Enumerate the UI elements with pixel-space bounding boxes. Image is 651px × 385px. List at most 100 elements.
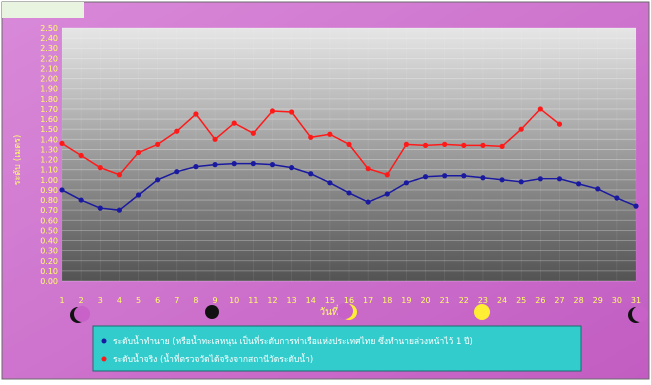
x-axis-ticks: 1 2 3 4 5 6 7 8 9 10 11 12 13 14 15 16 17 18 19 20 21 22 23 24 2… (59, 296, 641, 305)
data-point (614, 195, 620, 201)
y-tick-label: 1.50 (40, 125, 58, 134)
y-tick-label: 0.30 (40, 247, 58, 256)
x-tick-label: 9 (213, 296, 218, 305)
x-tick-label: 11 (248, 296, 258, 305)
data-point (461, 142, 467, 148)
data-point (518, 126, 524, 132)
waning-crescent-moon-icon (70, 306, 90, 323)
x-tick-label: 23 (478, 296, 488, 305)
legend-box (92, 325, 582, 372)
y-tick-label: 1.00 (40, 176, 58, 185)
x-tick-label: 16 (344, 296, 354, 305)
y-tick-label: 2.00 (40, 75, 58, 84)
data-point (212, 136, 218, 142)
y-axis-ticks: 0.000.100.200.300.40 0.500.600.700.800.90… (40, 24, 58, 286)
x-tick-label: 22 (459, 296, 469, 305)
x-tick-label: 7 (174, 296, 179, 305)
data-point (499, 177, 505, 183)
y-tick-label: 1.80 (40, 95, 58, 104)
data-point (135, 149, 142, 156)
legend-label-observed: ระดับน้ำจริง (น้ำที่ตรวจวัดได้จริงจากสถา… (113, 353, 313, 365)
data-point (576, 181, 582, 187)
x-tick-label: 29 (593, 296, 603, 305)
y-tick-label: 1.90 (40, 85, 58, 94)
data-point (403, 180, 409, 186)
data-point (59, 140, 65, 146)
series-predicted (59, 161, 639, 213)
legend-marker-predicted (101, 338, 107, 344)
data-point (537, 176, 543, 182)
y-tick-label: 2.10 (40, 64, 58, 73)
data-point (537, 106, 543, 112)
y-tick-label: 1.20 (40, 156, 58, 165)
x-tick-label: 1 (59, 296, 64, 305)
data-point (346, 141, 352, 147)
data-point (556, 176, 563, 182)
full-moon-icon (474, 304, 490, 320)
x-tick-label: 20 (420, 296, 430, 305)
data-point (97, 205, 103, 211)
plot-area (62, 28, 636, 281)
y-axis-label: ระดับ (เมตร) (13, 135, 23, 186)
x-axis-label: วันที่ (319, 304, 338, 318)
x-tick-label: 8 (193, 296, 198, 305)
x-tick-label: 6 (155, 296, 160, 305)
data-point (155, 141, 161, 147)
legend-item-predicted: ระดับน้ำทำนาย (หรือน้ำทะเลหนุน เป็นที่ระ… (101, 335, 473, 347)
y-tick-label: 2.40 (40, 34, 58, 43)
data-point (289, 165, 295, 171)
data-point (212, 162, 218, 168)
data-point (116, 172, 122, 178)
x-tick-label: 17 (363, 296, 373, 305)
x-tick-label: 10 (229, 296, 239, 305)
data-point (116, 207, 122, 213)
data-point (250, 130, 256, 136)
data-point (595, 186, 601, 192)
x-tick-label: 14 (306, 296, 316, 305)
y-tick-label: 0.50 (40, 226, 58, 235)
grid-lines (61, 27, 637, 282)
data-point (499, 143, 505, 150)
x-tick-label: 13 (287, 296, 297, 305)
x-tick-label: 24 (497, 296, 507, 305)
y-tick-label: 0.40 (40, 237, 58, 246)
first-quarter-moon-icon (337, 303, 357, 320)
data-point (135, 192, 142, 198)
data-point (384, 172, 390, 178)
data-point (442, 173, 448, 179)
y-tick-label: 1.70 (40, 105, 58, 114)
data-point (346, 190, 352, 196)
y-tick-label: 1.40 (40, 135, 58, 144)
y-tick-label: 2.30 (40, 44, 58, 53)
x-tick-label: 26 (535, 296, 545, 305)
data-point (78, 152, 84, 159)
data-point (174, 169, 180, 175)
data-point (193, 164, 199, 170)
data-point (556, 121, 563, 127)
legend-label-predicted: ระดับน้ำทำนาย (หรือน้ำทะเลหนุน เป็นที่ระ… (113, 335, 473, 347)
data-point (231, 120, 237, 126)
corner-tab (2, 2, 84, 18)
data-point (384, 191, 390, 197)
y-tick-label: 2.20 (40, 54, 58, 63)
legend: ระดับน้ำทำนาย (หรือน้ำทะเลหนุน เป็นที่ระ… (92, 325, 582, 372)
y-tick-label: 0.70 (40, 206, 58, 215)
data-point (403, 141, 409, 147)
data-point (269, 108, 276, 114)
data-point (59, 187, 65, 193)
x-tick-label: 5 (136, 296, 141, 305)
data-point (365, 199, 371, 205)
waning-crescent-moon-icon (628, 306, 648, 323)
y-tick-label: 0.90 (40, 186, 58, 195)
y-tick-label: 1.10 (40, 166, 58, 175)
y-tick-label: 0.20 (40, 257, 58, 266)
data-point (193, 111, 199, 117)
y-tick-label: 2.50 (40, 24, 58, 33)
data-point (365, 166, 371, 172)
x-tick-label: 4 (117, 296, 122, 305)
data-point (97, 165, 103, 171)
data-point (78, 197, 84, 203)
data-point (327, 180, 333, 186)
y-tick-label: 0.80 (40, 196, 58, 205)
